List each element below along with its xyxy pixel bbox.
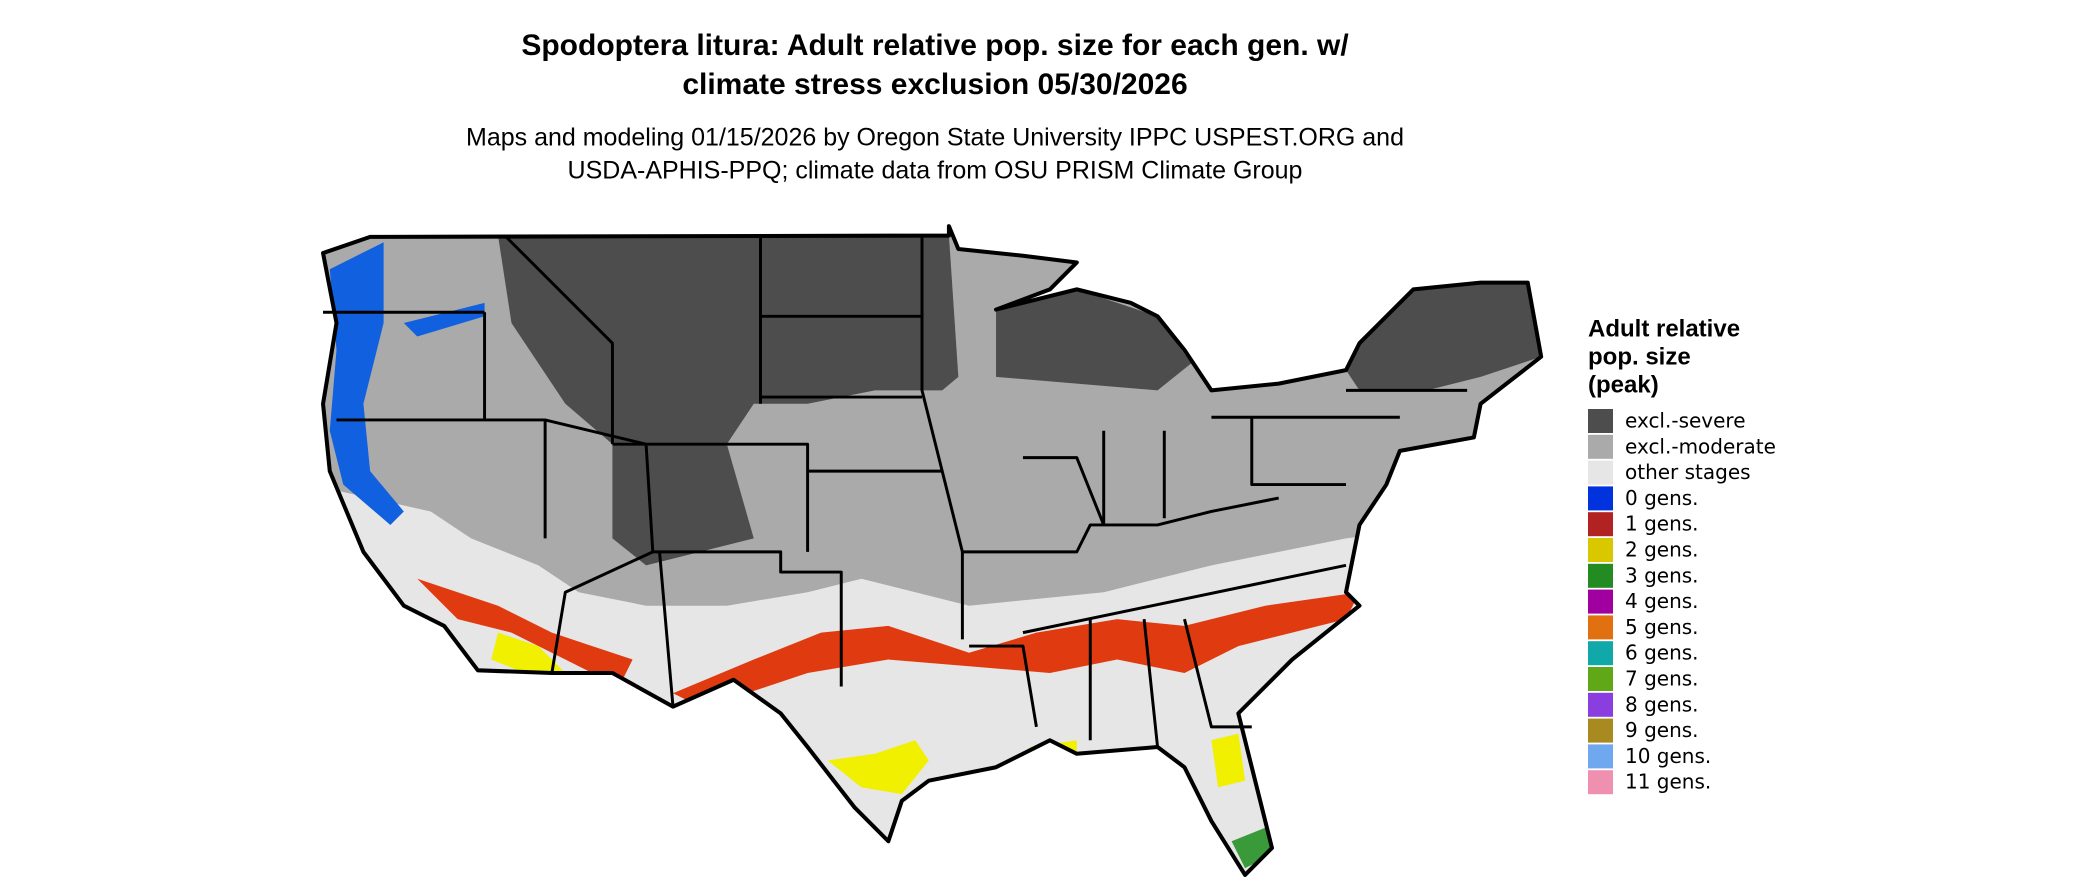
title: climate stress exclusion 05/30/2026: [682, 68, 1187, 101]
legend-swatch: [1588, 409, 1613, 433]
legend-label: excl.-moderate: [1625, 434, 1776, 458]
subtitle: Maps and modeling 01/15/2026 by Oregon S…: [466, 124, 1404, 152]
legend-swatch: [1588, 512, 1613, 537]
legend-swatch: [1588, 589, 1613, 614]
legend-label: 2 gens.: [1625, 538, 1699, 562]
legend-title: pop. size: [1588, 343, 1691, 370]
legend-label: 4 gens.: [1625, 589, 1699, 613]
legend-swatch: [1588, 770, 1613, 795]
map: [310, 215, 1562, 888]
legend-swatch: [1588, 667, 1613, 691]
title: Spodoptera litura: Adult relative pop. s…: [521, 29, 1349, 62]
legend-label: 10 gens.: [1625, 744, 1711, 768]
legend-label: 1 gens.: [1625, 512, 1699, 536]
legend-label: 5 gens.: [1625, 615, 1699, 639]
region-one-gen: [417, 578, 633, 687]
legend-title: (peak): [1588, 371, 1659, 398]
legend-swatch: [1588, 641, 1613, 666]
map-regions: [323, 226, 1542, 875]
legend-label: 6 gens.: [1625, 641, 1699, 665]
legend-title: Adult relative: [1588, 315, 1740, 342]
region-two-gen: [827, 740, 929, 795]
legend-label: 7 gens.: [1625, 667, 1699, 691]
legend-label: 9 gens.: [1625, 718, 1699, 742]
legend-swatch: [1588, 615, 1613, 640]
legend-swatch: [1588, 434, 1613, 459]
legend-label: excl.-severe: [1625, 409, 1746, 433]
legend-swatch: [1588, 460, 1613, 485]
region-severe: [498, 235, 959, 566]
legend-swatch: [1588, 563, 1613, 588]
legend-label: 0 gens.: [1625, 486, 1699, 510]
titles: Spodoptera litura: Adult relative pop. s…: [466, 29, 1404, 185]
region-severe: [996, 289, 1192, 391]
legend-label: other stages: [1625, 460, 1751, 484]
legend-swatch: [1588, 718, 1613, 743]
legend-swatch: [1588, 486, 1613, 511]
region-two-gen: [491, 632, 566, 673]
legend-swatch: [1588, 744, 1613, 769]
state-borders: [323, 226, 1541, 875]
legend-swatch: [1588, 538, 1613, 562]
legend-swatch: [1588, 692, 1613, 717]
legend-label: 8 gens.: [1625, 692, 1699, 716]
subtitle: USDA-APHIS-PPQ; climate data from OSU PR…: [568, 157, 1303, 185]
region-one-gen: [673, 592, 1360, 707]
legend-label: 11 gens.: [1625, 770, 1711, 794]
legend-label: 3 gens.: [1625, 563, 1699, 587]
region-two-gen: [1211, 733, 1246, 788]
